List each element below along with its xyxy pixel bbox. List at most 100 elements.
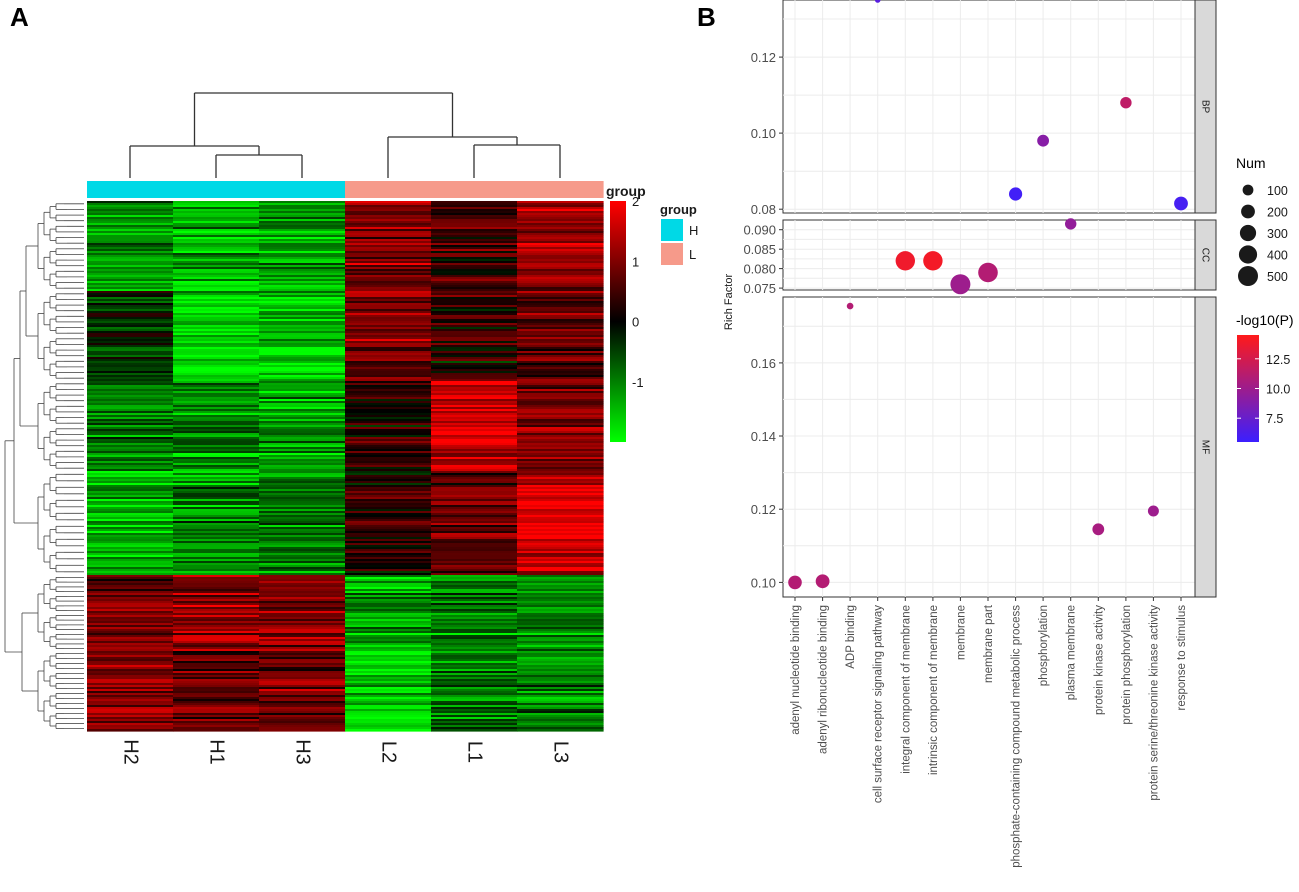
heatmap-cell [87, 431, 174, 434]
heatmap-cell [431, 527, 518, 530]
heatmap-cell [345, 657, 432, 660]
group-legend-swatch [661, 243, 683, 265]
heatmap-cell [517, 245, 604, 248]
heatmap-cell [345, 655, 432, 658]
heatmap-row [87, 631, 604, 634]
heatmap-cell [517, 267, 604, 270]
heatmap-cell [259, 275, 346, 278]
heatmap-cell [173, 623, 260, 626]
heatmap-cell [517, 579, 604, 582]
heatmap-cell [87, 475, 174, 478]
heatmap-cell [345, 323, 432, 326]
heatmap-cell [431, 283, 518, 286]
heatmap-cell [259, 663, 346, 666]
heatmap-cell [87, 215, 174, 218]
heatmap-cell [173, 669, 260, 672]
heatmap-cell [345, 455, 432, 458]
heatmap-cell [345, 211, 432, 214]
heatmap-row [87, 205, 604, 208]
heatmap-cell [173, 271, 260, 274]
heatmap-cell [431, 365, 518, 368]
heatmap-cell [517, 635, 604, 638]
heatmap-cell [173, 485, 260, 488]
heatmap-cell [517, 443, 604, 446]
heatmap-cell [173, 275, 260, 278]
heatmap-cell [345, 603, 432, 606]
heatmap-cell [345, 679, 432, 682]
heatmap-cell [87, 655, 174, 658]
heatmap-cell [345, 331, 432, 334]
heatmap-cell [87, 367, 174, 370]
heatmap-cell [87, 289, 174, 292]
heatmap-row [87, 539, 604, 542]
heatmap-cell [173, 569, 260, 572]
heatmap-cell [431, 447, 518, 450]
heatmap-cell [259, 611, 346, 614]
heatmap-cell [517, 475, 604, 478]
heatmap-cell [87, 663, 174, 666]
heatmap-row [87, 469, 604, 472]
group-legend-label: L [689, 247, 696, 262]
heatmap-cell [259, 345, 346, 348]
heatmap-row [87, 571, 604, 574]
heatmap-row [87, 519, 604, 522]
heatmap-cell [517, 625, 604, 628]
heatmap-cell [431, 641, 518, 644]
heatmap-cell [431, 615, 518, 618]
heatmap-cell [173, 579, 260, 582]
heatmap-cell [345, 461, 432, 464]
heatmap-cell [87, 373, 174, 376]
heatmap-cell [259, 203, 346, 206]
y-tick-label: 0.085 [743, 242, 776, 257]
heatmap-cell [173, 297, 260, 300]
heatmap-cell [431, 241, 518, 244]
heatmap-cell [259, 337, 346, 340]
heatmap-cell [259, 353, 346, 356]
heatmap-cell [345, 407, 432, 410]
heatmap-cell [517, 295, 604, 298]
heatmap-cell [87, 639, 174, 642]
heatmap-cell [87, 553, 174, 556]
heatmap-cell [259, 713, 346, 716]
heatmap-cell [517, 623, 604, 626]
heatmap-cell [431, 703, 518, 706]
heatmap-cell [517, 519, 604, 522]
heatmap-cell [173, 277, 260, 280]
heatmap-row [87, 433, 604, 436]
heatmap-cell [517, 723, 604, 726]
heatmap-cell [345, 507, 432, 510]
heatmap-cell [173, 261, 260, 264]
heatmap-cell [431, 265, 518, 268]
heatmap-cell [345, 587, 432, 590]
heatmap-cell [345, 613, 432, 616]
facet-panel-background [782, 296, 1196, 598]
heatmap-cell [517, 399, 604, 402]
heatmap-row [87, 499, 604, 502]
heatmap-cell [173, 527, 260, 530]
heatmap-cell [517, 203, 604, 206]
heatmap-cell [431, 627, 518, 630]
heatmap-cell [259, 375, 346, 378]
heatmap-cell [431, 299, 518, 302]
heatmap-cell [173, 331, 260, 334]
heatmap-row [87, 437, 604, 440]
heatmap-cell [345, 423, 432, 426]
heatmap-row [87, 295, 604, 298]
heatmap-cell [517, 669, 604, 672]
heatmap-cell [173, 709, 260, 712]
heatmap-cell [259, 311, 346, 314]
heatmap-cell [345, 583, 432, 586]
heatmap-cell [517, 729, 604, 732]
heatmap-cell [173, 217, 260, 220]
heatmap-cell [259, 517, 346, 520]
heatmap-cell [173, 347, 260, 350]
heatmap-cell [517, 563, 604, 566]
heatmap-cell [259, 343, 346, 346]
heatmap-cell [431, 573, 518, 576]
heatmap-cell [517, 385, 604, 388]
heatmap-cell [259, 401, 346, 404]
heatmap-cell [345, 647, 432, 650]
heatmap-cell [517, 627, 604, 630]
heatmap-cell [87, 517, 174, 520]
